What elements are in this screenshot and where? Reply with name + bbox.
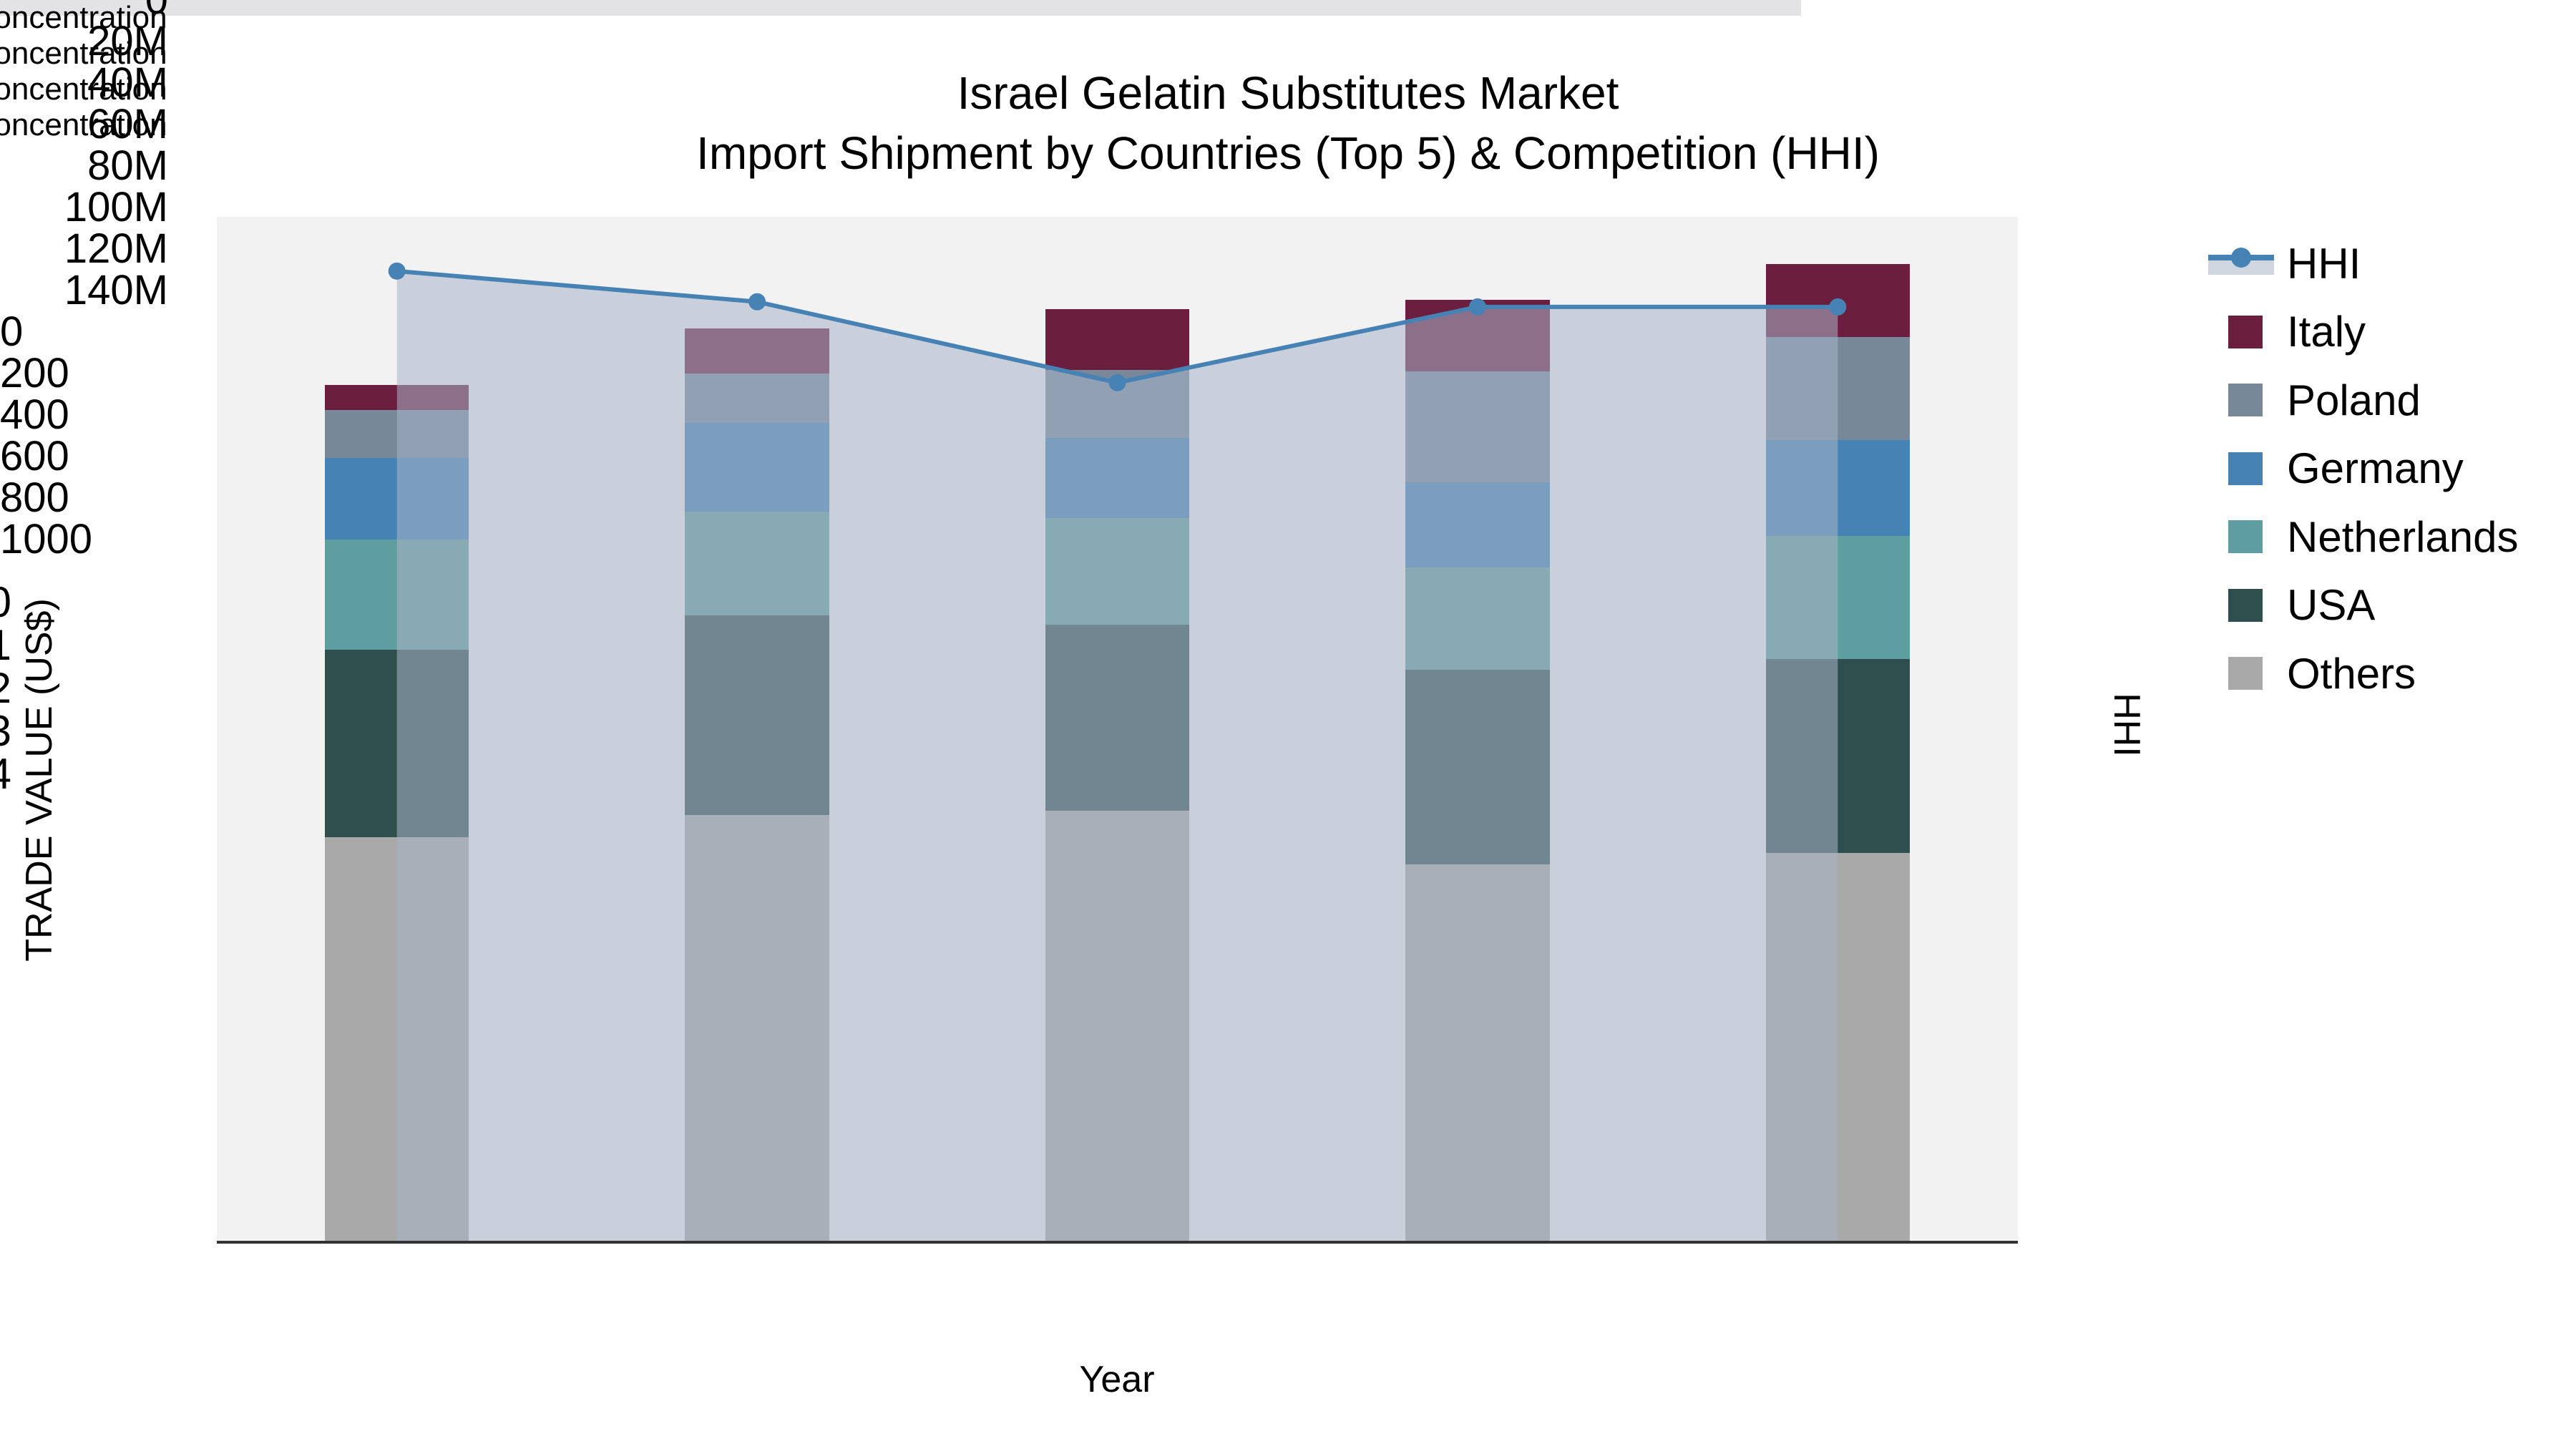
gridline-y2 <box>0 11 1801 13</box>
legend-swatch <box>2228 315 2263 348</box>
legend-hhi-marker <box>2231 248 2251 268</box>
gridline-y <box>0 4 1801 6</box>
legend-swatch <box>2228 384 2263 416</box>
annotation: Very Low Concentration <box>0 0 167 35</box>
legend-label: Germany <box>2287 444 2464 492</box>
legend-swatch <box>2228 520 2263 553</box>
y-axis-title: TRADE VALUE (US$) <box>19 598 60 962</box>
legend-label: HHI <box>2287 239 2361 288</box>
title-line-1: Israel Gelatin Substitutes Market <box>957 67 1619 119</box>
chart-title: Israel Gelatin Substitutes Market Import… <box>0 63 2576 184</box>
gridline-y2 <box>0 14 1801 16</box>
gridline-y <box>0 0 1801 1</box>
legend-item-hhi: HHI <box>2208 229 2552 298</box>
legend-swatch <box>2228 452 2263 485</box>
gridline-y2 <box>0 10 1801 11</box>
gridline-y <box>0 9 1801 10</box>
y2-axis-title: HHI <box>2106 693 2147 757</box>
legend-item-usa: USA <box>2208 571 2552 640</box>
tick-layer: 020M40M60M80M100M120M140M020040060080010… <box>0 0 168 796</box>
y2-tick-label: 400 <box>0 391 69 438</box>
x-tick-label: 2022 <box>0 667 84 710</box>
hhi-marker <box>1108 374 1126 391</box>
x-tick-label: 2024 <box>0 753 84 796</box>
annotation: Very Low Concentration <box>0 36 167 71</box>
annotation: Very Low Concentration <box>0 107 167 142</box>
title-line-2: Import Shipment by Countries (Top 5) & C… <box>696 127 1880 180</box>
legend-item-others: Others <box>2208 639 2552 708</box>
gridline-y2 <box>0 13 1801 14</box>
annotation-layer: Very Low ConcentrationVery Low Concentra… <box>0 0 334 179</box>
y2-tick-label: 0 <box>0 308 24 355</box>
grid-layer <box>0 0 1801 16</box>
y-tick-label: 80M <box>87 142 168 189</box>
hhi-marker <box>748 293 766 311</box>
legend-label: Others <box>2287 649 2416 698</box>
hhi-marker <box>388 262 406 280</box>
y2-tick-label: 1000 <box>0 516 93 562</box>
legend-item-italy: Italy <box>2208 298 2552 366</box>
gridline-y <box>0 7 1801 9</box>
hhi-marker <box>1829 298 1847 316</box>
legend-item-germany: Germany <box>2208 434 2552 503</box>
y-tick-label: 0 <box>0 0 168 21</box>
y-tick-label: 120M <box>64 225 168 272</box>
x-axis-spine <box>217 1241 2018 1244</box>
gridline-y <box>0 3 1801 4</box>
gridline-y <box>0 6 1801 7</box>
gridline-y <box>0 1 1801 3</box>
bar-segment-italy-2022 <box>1045 308 1190 370</box>
y-tick-label: 40M <box>87 59 168 106</box>
x-tick-label: 2021 <box>0 624 84 667</box>
annotation: Very Low Concentration <box>0 72 167 107</box>
y-tick-label: 20M <box>87 18 168 64</box>
hhi-marker <box>1468 298 1486 316</box>
y-tick-label: 60M <box>87 101 168 147</box>
legend-label: USA <box>2287 581 2376 629</box>
legend-label: Netherlands <box>2287 512 2519 561</box>
x-tick-label: 2020 <box>0 581 84 624</box>
legend-swatch <box>2228 588 2263 622</box>
y2-tick-label: 600 <box>0 433 69 479</box>
legend-line-sample <box>2208 248 2274 278</box>
hhi-area-fill <box>396 270 1838 1241</box>
x-tick-label: 2023 <box>0 710 84 753</box>
legend-swatch <box>2228 657 2263 690</box>
legend-label: Italy <box>2287 308 2366 356</box>
y2-tick-label: 800 <box>0 474 69 521</box>
y2-tick-label: 200 <box>0 350 69 396</box>
legend-item-netherlands: Netherlands <box>2208 502 2552 571</box>
legend-item-poland: Poland <box>2208 366 2552 434</box>
y-tick-label: 100M <box>64 184 168 230</box>
x-axis-title: Year <box>1079 1359 1155 1400</box>
legend-label: Poland <box>2287 376 2421 424</box>
y-tick-label: 140M <box>64 267 168 313</box>
